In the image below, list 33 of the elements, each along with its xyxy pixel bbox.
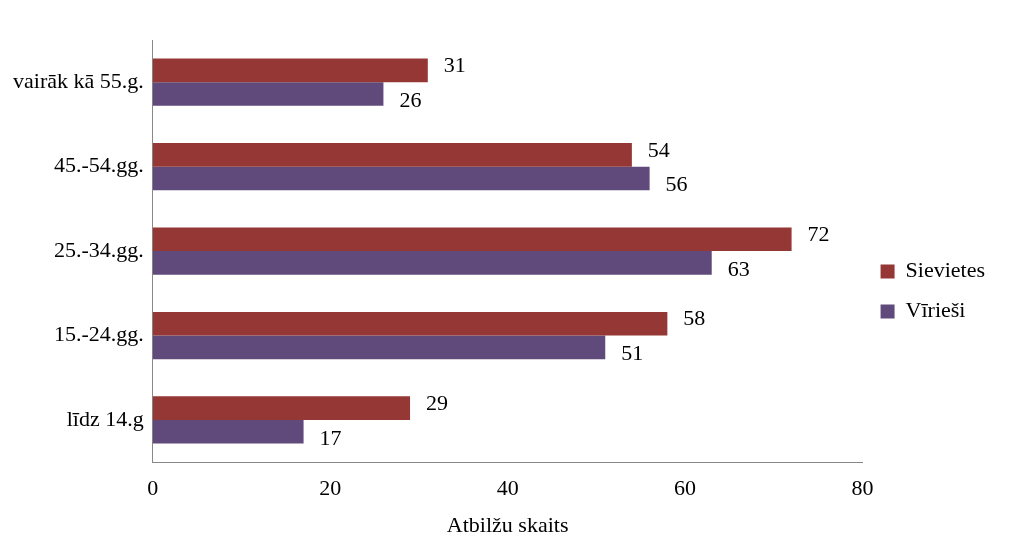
legend-label: Vīrieši bbox=[905, 297, 966, 323]
data-label: 26 bbox=[399, 86, 422, 112]
bar bbox=[152, 82, 384, 106]
bar bbox=[152, 311, 668, 336]
x-tick-label: 0 bbox=[147, 475, 159, 501]
data-label: 17 bbox=[319, 424, 342, 450]
bar bbox=[152, 227, 792, 252]
y-tick-label: vairāk kā 55.g. bbox=[13, 68, 144, 93]
bar bbox=[152, 396, 411, 420]
data-label: 31 bbox=[443, 52, 466, 78]
data-label: 72 bbox=[807, 221, 830, 247]
data-label: 29 bbox=[426, 389, 449, 415]
y-tick-label: 15.-24.gg. bbox=[53, 321, 144, 347]
x-tick-label: 20 bbox=[319, 475, 342, 501]
bar bbox=[152, 251, 712, 275]
bar bbox=[152, 166, 650, 191]
data-label: 63 bbox=[727, 255, 750, 281]
y-tick-label: līdz 14.g bbox=[66, 405, 144, 431]
x-tick-label: 60 bbox=[674, 475, 697, 501]
x-tick-label: 80 bbox=[851, 475, 874, 501]
bar bbox=[152, 58, 428, 83]
bar bbox=[152, 335, 606, 360]
data-label: 56 bbox=[665, 171, 688, 197]
y-tick-label: 25.-34.gg. bbox=[53, 236, 144, 262]
bar bbox=[152, 143, 632, 167]
y-tick-label: 45.-54.gg. bbox=[53, 152, 144, 178]
x-tick-label: 40 bbox=[496, 475, 519, 501]
x-axis-title: Atbilžu skaits bbox=[446, 511, 569, 537]
legend-label: Sievietes bbox=[905, 257, 986, 283]
data-label: 58 bbox=[683, 305, 706, 331]
data-label: 51 bbox=[621, 340, 644, 366]
data-label: 54 bbox=[647, 136, 670, 162]
bar bbox=[152, 419, 304, 444]
